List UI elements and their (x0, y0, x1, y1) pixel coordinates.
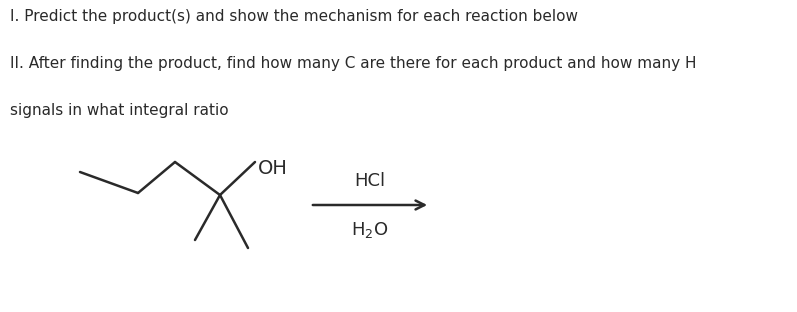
Text: OH: OH (258, 158, 288, 178)
Text: signals in what integral ratio: signals in what integral ratio (10, 103, 228, 118)
Text: I. Predict the product(s) and show the mechanism for each reaction below: I. Predict the product(s) and show the m… (10, 9, 578, 24)
Text: II. After finding the product, find how many C are there for each product and ho: II. After finding the product, find how … (10, 56, 696, 71)
Text: H$_2$O: H$_2$O (351, 220, 389, 240)
Text: HCl: HCl (355, 172, 386, 190)
